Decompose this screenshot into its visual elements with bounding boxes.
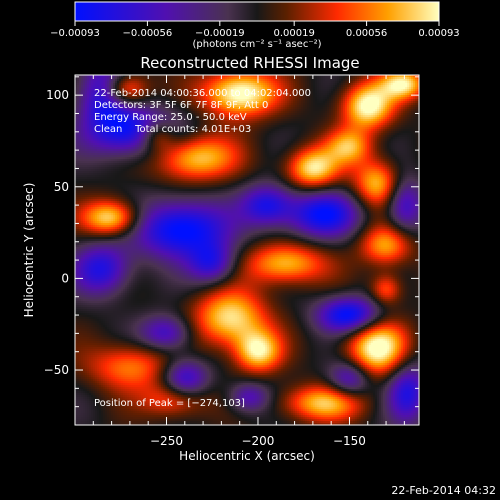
x-tick-label: −250	[150, 434, 183, 448]
plot-frame	[74, 74, 420, 426]
colorbar-tick-label: −0.00056	[123, 28, 173, 39]
y-axis-label: Heliocentric Y (arcsec)	[22, 183, 36, 318]
colorbar	[74, 1, 440, 22]
x-tick-label: −150	[333, 434, 366, 448]
colorbar-ticks	[74, 21, 440, 26]
y-axis-ticks: −50 0 50 100	[44, 76, 419, 408]
colorbar-tick-label: 0.00019	[274, 28, 315, 39]
colorbar-tick-label: 0.00093	[418, 28, 459, 39]
y-tick-label: 0	[61, 271, 69, 285]
chart-title: Reconstructed RHESSI Image	[140, 54, 359, 72]
peak-position-label: Position of Peak = [−274,103]	[94, 398, 245, 409]
heatmap-image	[75, 75, 419, 425]
colorbar-unit-label: (photons cm⁻² s⁻¹ asec⁻²)	[192, 39, 321, 50]
y-tick-label: 100	[46, 88, 69, 102]
x-tick-label: −200	[241, 434, 274, 448]
y-tick-label: 50	[54, 180, 69, 194]
annotation-time-range: 22-Feb-2014 04:00:36.000 to 04:02:04.000	[94, 88, 311, 99]
y-tick-label: −50	[44, 363, 69, 377]
annotation-total-counts: Clean Total counts: 4.01E+03	[94, 124, 251, 135]
colorbar-tick-label: 0.00056	[346, 28, 387, 39]
colorbar-tick-labels: −0.00093 −0.00056 −0.00019 0.00019 0.00056 0.…	[50, 28, 460, 39]
x-axis-label: Heliocentric X (arcsec)	[179, 449, 315, 463]
annotation-detectors: Detectors: 3F 5F 6F 7F 8F 9F, Att 0	[94, 100, 268, 111]
colorbar-tick-label: −0.00093	[50, 28, 100, 39]
footer-date: 22-Feb-2014 04:32	[391, 484, 496, 497]
annotation-block: 22-Feb-2014 04:00:36.000 to 04:02:04.000…	[94, 88, 311, 135]
annotation-energy-range: Energy Range: 25.0 - 50.0 keV	[94, 112, 247, 123]
colorbar-tick-label: −0.00019	[195, 28, 245, 39]
